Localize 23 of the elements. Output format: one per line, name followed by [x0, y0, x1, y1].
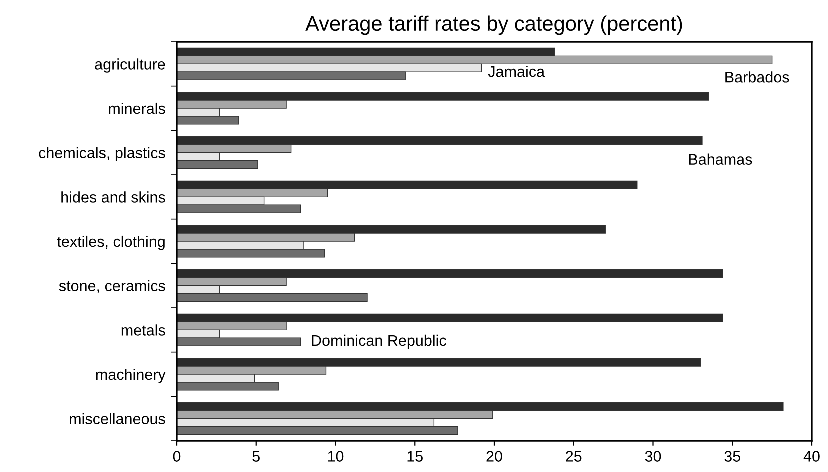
y-tick-label: machinery [96, 368, 166, 384]
y-tick-label: textiles, clothing [57, 236, 165, 250]
y-tick-label: stone, ceramics [59, 280, 166, 294]
x-tick-label: 10 [328, 451, 344, 462]
x-tick-label: 0 [173, 451, 181, 462]
x-tick-label: 20 [486, 451, 502, 462]
y-tick-label: minerals [109, 102, 166, 114]
x-tick-label: 30 [645, 451, 662, 462]
y-tick-label: miscellaneous [70, 413, 166, 425]
annotation: Dominican Republic [312, 334, 446, 350]
chart-title: Average tariff rates by category (percent) [306, 16, 682, 36]
annotation: Bahamas [689, 154, 752, 166]
x-tick-label: 15 [408, 451, 423, 462]
x-tick-label: 25 [566, 451, 582, 462]
x-tick-label: 40 [804, 451, 820, 462]
y-tick-label: metals [122, 324, 166, 336]
y-tick-label: agriculture [95, 58, 166, 73]
y-tick-label: chemicals, plastics [39, 147, 166, 162]
y-tick-label: hides and skins [62, 192, 166, 203]
annotation: Jamaica [488, 66, 546, 78]
x-tick-label: 5 [252, 451, 260, 462]
x-tick-label: 35 [724, 451, 740, 462]
annotation: Barbados [726, 72, 790, 83]
